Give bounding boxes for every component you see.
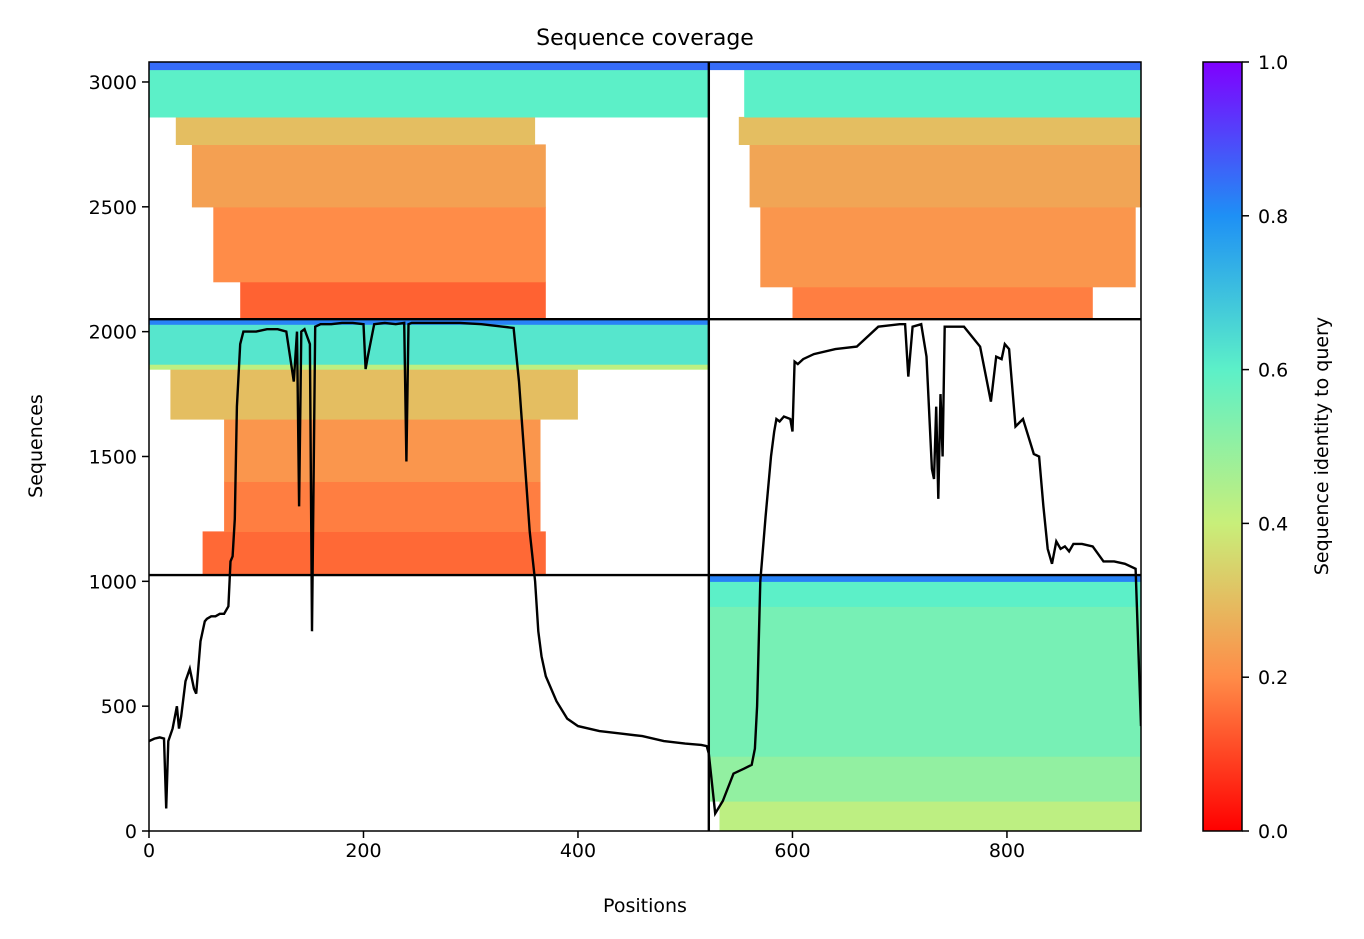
x-tick-label: 200 bbox=[345, 840, 381, 862]
colorbar-tick-label: 0.6 bbox=[1258, 360, 1288, 382]
block-upper-right-band-5 bbox=[708, 62, 1141, 71]
y-tick-2000: 2000 bbox=[89, 322, 149, 344]
y-tick-label: 500 bbox=[101, 696, 137, 718]
colorbar-ticks: 0.0 0.2 0.4 0.6 0.8 1.0 bbox=[1242, 52, 1288, 843]
block-upper-left-band-1 bbox=[213, 206, 546, 283]
block-lower-right-band-1 bbox=[708, 756, 1141, 802]
block-upper-right-band-1 bbox=[760, 206, 1136, 288]
block-upper-left bbox=[149, 62, 709, 320]
block-upper-right-band-4 bbox=[744, 69, 1141, 118]
y-tick-label: 2000 bbox=[89, 322, 137, 344]
block-upper-left-band-4 bbox=[149, 69, 709, 118]
y-tick-500: 500 bbox=[101, 696, 149, 718]
colorbar-tick-label: 0.8 bbox=[1258, 206, 1288, 228]
block-upper-right-band-0 bbox=[792, 286, 1093, 320]
block-upper-right-band-3 bbox=[738, 116, 1141, 145]
colorbar-tick-label: 0.2 bbox=[1258, 667, 1288, 689]
block-middle-left-band-4 bbox=[149, 364, 709, 370]
x-tick-label: 800 bbox=[989, 840, 1025, 862]
block-lower-right bbox=[708, 575, 1141, 831]
y-tick-label: 2500 bbox=[89, 197, 137, 219]
colorbar-tick-0.4: 0.4 bbox=[1242, 513, 1288, 535]
block-middle-left-band-5 bbox=[149, 324, 709, 365]
block-lower-right-band-3 bbox=[708, 581, 1141, 607]
x-tick-label: 400 bbox=[560, 840, 596, 862]
colorbar-tick-0.6: 0.6 bbox=[1242, 360, 1288, 382]
block-upper-left-band-2 bbox=[191, 144, 546, 208]
block-upper-left-band-0 bbox=[240, 281, 546, 320]
plot-frame bbox=[148, 61, 1142, 832]
block-middle-left-band-0 bbox=[202, 531, 546, 576]
colorbar-tick-label: 1.0 bbox=[1258, 52, 1288, 74]
y-tick-label: 1500 bbox=[89, 446, 137, 468]
y-tick-label: 3000 bbox=[89, 72, 137, 94]
block-middle-left-band-2 bbox=[224, 419, 541, 482]
x-axis-label: Positions bbox=[603, 895, 687, 917]
colorbar-tick-0.0: 0.0 bbox=[1242, 821, 1288, 843]
coverage-blocks bbox=[149, 62, 1141, 831]
x-tick-label: 0 bbox=[143, 840, 155, 862]
coverage-line bbox=[149, 321, 1141, 818]
x-tick-0: 0 bbox=[143, 831, 155, 862]
y-tick-2500: 2500 bbox=[89, 197, 149, 219]
y-tick-1500: 1500 bbox=[89, 446, 149, 468]
colorbar bbox=[1202, 61, 1243, 832]
y-axis-label: Sequences bbox=[25, 394, 47, 498]
y-tick-0: 0 bbox=[125, 821, 149, 843]
block-middle-left-band-3 bbox=[170, 369, 578, 420]
colorbar-tick-0.2: 0.2 bbox=[1242, 667, 1288, 689]
block-middle-left-band-1 bbox=[224, 481, 541, 532]
y-tick-label: 1000 bbox=[89, 571, 137, 593]
y-tick-label: 0 bbox=[125, 821, 137, 843]
colorbar-tick-label: 0.4 bbox=[1258, 513, 1288, 535]
block-lower-right-band-0 bbox=[719, 801, 1141, 831]
chart-title: Sequence coverage bbox=[536, 26, 754, 51]
x-axis-ticks: 0 200 400 600 800 bbox=[143, 831, 1025, 862]
colorbar-label: Sequence identity to query bbox=[1311, 317, 1333, 575]
y-tick-1000: 1000 bbox=[89, 571, 149, 593]
block-upper-right-band-2 bbox=[749, 144, 1141, 208]
block-lower-right-band-4 bbox=[708, 575, 1141, 582]
colorbar-tick-0.8: 0.8 bbox=[1242, 206, 1288, 228]
x-tick-label: 600 bbox=[774, 840, 810, 862]
block-upper-left-band-3 bbox=[175, 116, 536, 145]
y-axis-ticks: 0 500 1000 1500 2000 2500 3000 bbox=[89, 72, 149, 843]
block-lower-right-band-2 bbox=[708, 606, 1141, 757]
x-tick-600: 600 bbox=[774, 831, 811, 862]
colorbar-tick-1.0: 1.0 bbox=[1242, 52, 1288, 74]
block-upper-right bbox=[708, 62, 1141, 320]
y-tick-3000: 3000 bbox=[89, 72, 149, 94]
block-boundaries bbox=[149, 62, 1141, 831]
block-upper-left-band-5 bbox=[149, 62, 709, 71]
x-tick-200: 200 bbox=[345, 831, 382, 862]
x-tick-400: 400 bbox=[560, 831, 596, 862]
colorbar-tick-label: 0.0 bbox=[1258, 821, 1288, 843]
x-tick-800: 800 bbox=[989, 831, 1025, 862]
